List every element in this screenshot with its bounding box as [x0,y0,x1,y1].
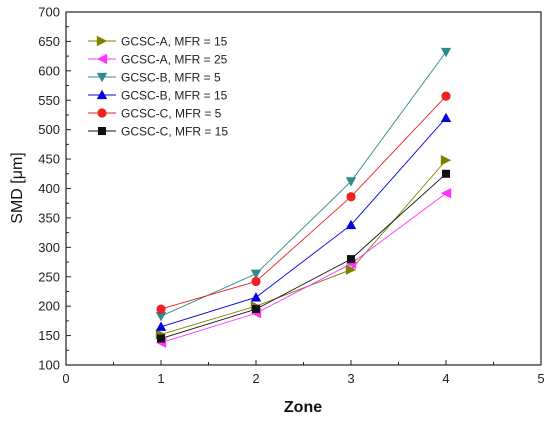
legend-item: GCSC-C, MFR = 5 [88,107,222,121]
x-tick-label: 0 [62,371,69,386]
axes: 0 1 2 3 4 5 100 150 200 250 300 350 400 450 500 550 600 6… [38,5,544,387]
legend-label: GCSC-C, MFR = 5 [121,107,222,121]
series-line [160,173,447,339]
data-point [251,276,261,287]
data-point [155,312,167,322]
legend-item: GCSC-B, MFR = 5 [88,71,221,85]
x-tick-label: 2 [252,371,259,386]
data-point [157,334,165,343]
series-5 [157,169,450,343]
y-tick-label: 650 [38,34,60,49]
y-tick-label: 600 [38,63,60,78]
data-point [155,321,167,331]
y-tick-label: 500 [38,122,60,137]
legend-item: GCSC-A, MFR = 25 [88,53,228,67]
y-tick-label: 300 [38,240,60,255]
series-line [160,192,447,344]
legend-label: GCSC-B, MFR = 5 [121,71,221,85]
y-tick-label: 450 [38,152,60,167]
legend: GCSC-A, MFR = 15 GCSC-A, MFR = 25 GCSC-B, … [88,35,228,139]
data-point [442,169,450,178]
y-tick-label: 150 [38,328,60,343]
series-layer [155,47,452,348]
data-point [440,112,452,123]
legend-marker [96,72,108,83]
y-tick-label: 350 [38,210,60,225]
data-point [250,269,262,280]
data-point [345,177,357,187]
series-0 [155,155,452,340]
data-point [440,155,452,166]
y-tick-label: 400 [38,181,60,196]
data-point [345,264,357,275]
legend-item: GCSC-C, MFR = 15 [88,125,228,139]
legend-marker [96,53,108,65]
legend-marker [98,127,106,135]
x-axis-title: Zone [284,399,322,416]
series-line [160,117,447,328]
data-point [252,305,260,314]
data-point [345,219,357,230]
series-4 [156,91,451,314]
data-point [440,47,452,58]
legend-label: GCSC-B, MFR = 15 [121,89,228,103]
data-point [250,292,262,302]
y-tick-label: 200 [38,299,60,314]
data-point [441,91,451,101]
x-tick-label: 5 [537,371,544,386]
legend-item: GCSC-B, MFR = 15 [88,89,228,103]
series-3 [155,112,452,331]
legend-item: GCSC-A, MFR = 15 [88,35,228,49]
legend-marker [96,35,108,47]
legend-marker [96,89,108,100]
x-tick-label: 3 [347,371,354,386]
data-point [346,192,356,202]
x-tick-label: 4 [442,371,449,386]
x-tick-label: 1 [157,371,164,386]
series-line [160,95,447,310]
y-tick-label: 250 [38,269,60,284]
legend-label: GCSC-C, MFR = 15 [121,125,228,139]
legend-label: GCSC-A, MFR = 15 [121,35,228,49]
legend-marker [97,108,107,118]
series-line [160,159,447,335]
y-axis-title: SMD [μm] [9,152,26,223]
data-point [440,188,452,199]
y-tick-label: 550 [38,93,60,108]
series-1 [155,188,452,348]
data-point [347,255,355,264]
legend-label: GCSC-A, MFR = 25 [121,53,228,67]
data-point [156,304,166,314]
y-tick-label: 100 [38,358,60,373]
y-tick-label: 700 [38,5,60,20]
